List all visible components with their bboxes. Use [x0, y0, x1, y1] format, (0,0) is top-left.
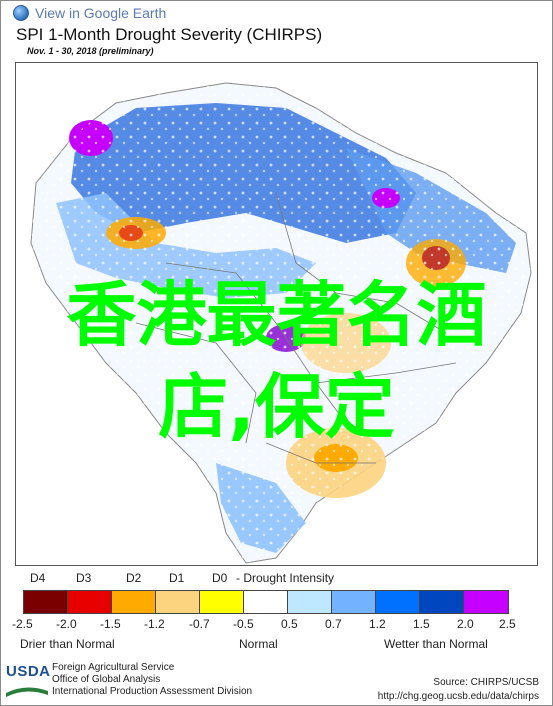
- legend-color-bar: [23, 590, 509, 614]
- legend-tick: 0.7: [325, 617, 342, 631]
- agency-line-1: Foreign Agricultural Service: [52, 662, 175, 673]
- legend-swatch: [68, 591, 112, 613]
- source-url[interactable]: http://chg.geog.ucsb.edu/data/chirps: [377, 691, 539, 702]
- footer-source: Source: CHIRPS/UCSB http://chg.geog.ucsb…: [378, 676, 539, 704]
- google-earth-link[interactable]: View in Google Earth: [13, 5, 166, 21]
- legend-tick: -0.5: [233, 617, 254, 631]
- legend-tick: -0.7: [189, 617, 210, 631]
- legend-swatch: [244, 591, 288, 613]
- overlay-text-line-1: 香港最著名酒: [66, 274, 487, 356]
- legend-tick: 1.5: [413, 617, 430, 631]
- legend-swatch: [200, 591, 244, 613]
- legend-tick: -1.5: [100, 617, 121, 631]
- source-label: Source: CHIRPS/UCSB: [433, 677, 539, 688]
- legend-swatch: [112, 591, 156, 613]
- usda-logo-text: USDA: [6, 663, 51, 680]
- legend-tick: -2.5: [12, 617, 33, 631]
- legend-tick: -1.2: [144, 617, 165, 631]
- map-subtitle: Nov. 1 - 30, 2018 (preliminary): [27, 46, 154, 56]
- legend-category-d2: D2: [126, 571, 142, 585]
- agency-line-2: Office of Global Analysis: [52, 674, 161, 685]
- legend-swatch: [332, 591, 376, 613]
- google-earth-link-label[interactable]: View in Google Earth: [35, 5, 167, 21]
- drought-map-graphic: [16, 63, 537, 565]
- legend-tick: 0.5: [281, 617, 298, 631]
- legend-swatch: [288, 591, 332, 613]
- agency-names: Foreign Agricultural Service Office of G…: [52, 662, 252, 698]
- agency-line-3: International Production Assessment Divi…: [52, 686, 253, 697]
- legend-tick: -2.0: [56, 617, 77, 631]
- usda-logo: USDA: [6, 663, 51, 697]
- legend-category-d3: D3: [76, 571, 92, 585]
- legend-category-d4: D4: [30, 571, 46, 585]
- globe-icon: [13, 5, 29, 21]
- legend-wetter-label: Wetter than Normal: [384, 637, 488, 651]
- legend-tick: 1.2: [369, 617, 386, 631]
- drought-map: [15, 62, 538, 566]
- legend-normal-label: Normal: [239, 637, 278, 651]
- legend-tick: 2.0: [457, 617, 474, 631]
- legend-swatch: [156, 591, 200, 613]
- overlay-text-line-2: 店,保定: [158, 366, 395, 448]
- legend-tick: 2.5: [499, 617, 516, 631]
- legend-intensity-label: - Drought Intensity: [236, 571, 335, 585]
- legend-swatch: [376, 591, 420, 613]
- legend-category-d1: D1: [169, 571, 185, 585]
- legend-drier-label: Drier than Normal: [20, 637, 115, 651]
- legend-swatch: [464, 591, 508, 613]
- legend-swatch: [24, 591, 68, 613]
- legend-swatch: [420, 591, 464, 613]
- legend-category-d0: D0: [212, 571, 228, 585]
- map-title: SPI 1-Month Drought Severity (CHIRPS): [16, 25, 323, 44]
- state-borders: [135, 192, 457, 464]
- usda-logo-swoosh-icon: [6, 687, 48, 697]
